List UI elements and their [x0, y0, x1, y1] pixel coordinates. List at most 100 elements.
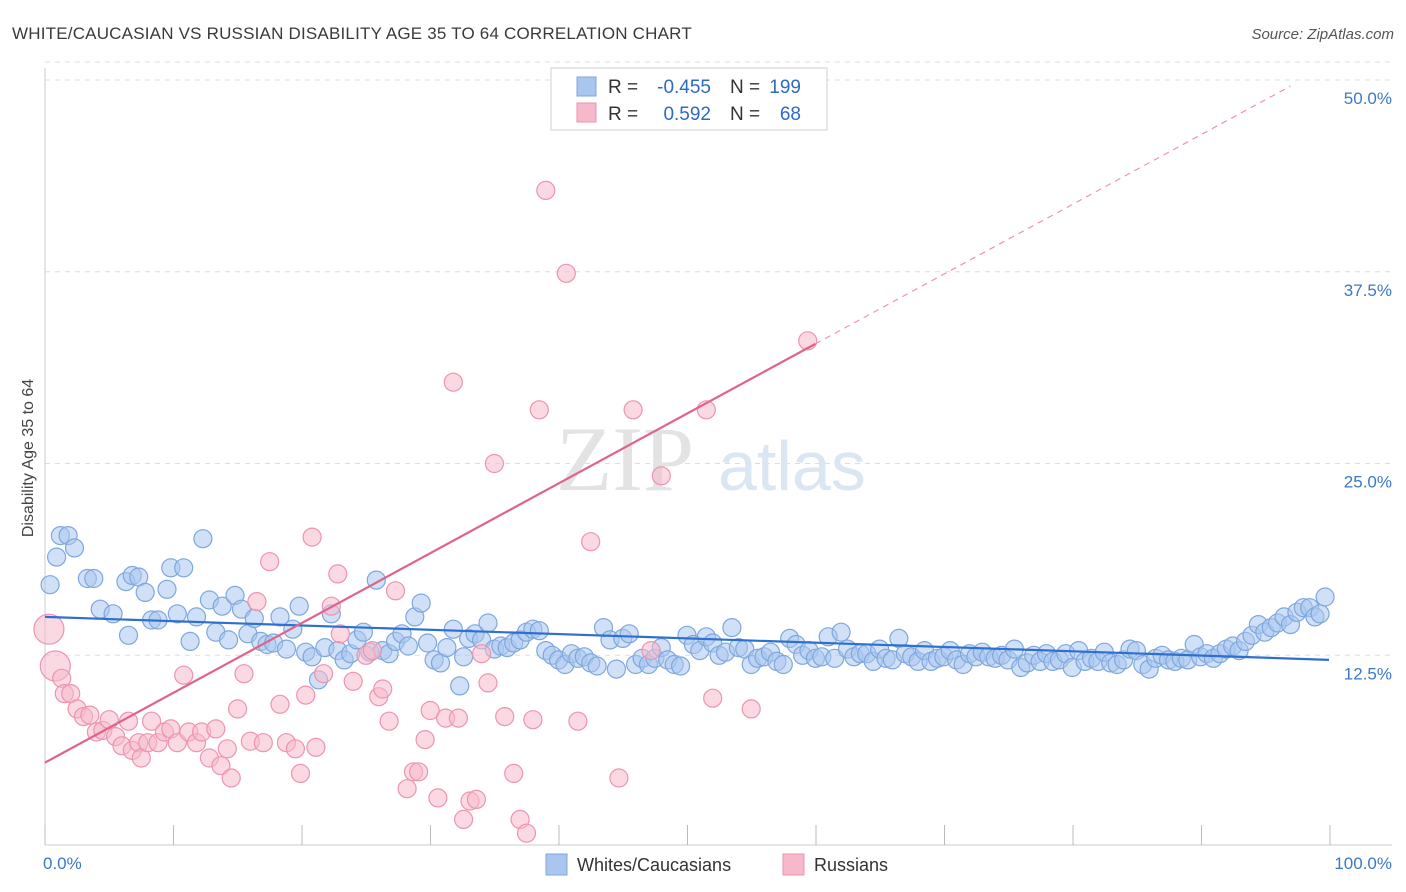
blue-point [353, 622, 373, 642]
blue-point [478, 613, 498, 633]
legend-swatch-pink [576, 102, 597, 123]
blue-point [773, 654, 793, 675]
legend-n-label-pink: N = [730, 104, 760, 125]
series-legend-label-pink: Russians [814, 855, 888, 875]
pink-point [270, 694, 290, 714]
pink-point [556, 263, 576, 283]
watermark-atlas: atlas [718, 427, 866, 505]
pink-point [741, 699, 761, 719]
blue-point [1310, 604, 1330, 624]
trend-lines [44, 85, 1330, 764]
series-legend: Whites/Caucasians Russians [545, 853, 888, 876]
x-tick-label-0: 0.0% [43, 854, 82, 873]
blue-point [135, 582, 155, 603]
pink-point [472, 644, 492, 664]
y-tick-label-0: 12.5% [1344, 664, 1392, 683]
pink-point [609, 768, 629, 788]
pink-point [516, 823, 537, 843]
pink-point [523, 710, 543, 730]
blue-point [289, 596, 309, 616]
blue-point [437, 637, 457, 658]
pink-point [443, 372, 463, 392]
pink-point [33, 613, 65, 645]
legend-n-label-blue: N = [730, 77, 760, 98]
pink-point [228, 699, 248, 719]
blue-point [529, 621, 549, 641]
chart-title: WHITE/CAUCASIAN VS RUSSIAN DISABILITY AG… [12, 24, 692, 43]
blue-point [450, 676, 470, 696]
pink-point [428, 788, 448, 808]
pink-point [314, 664, 334, 684]
blue-point [219, 630, 239, 650]
pink-point [448, 708, 468, 728]
pink-point [581, 532, 601, 552]
pink-point [285, 739, 305, 759]
pink-point [420, 700, 440, 721]
trend-line-russians [44, 342, 816, 764]
pink-point [206, 719, 226, 739]
blue-point [587, 656, 607, 676]
series-legend-swatch-pink [782, 853, 805, 876]
blue-point [418, 633, 438, 653]
series-whites-caucasians [40, 525, 1335, 696]
pink-point [221, 768, 241, 788]
pink-point [343, 671, 363, 691]
watermark: ZIP atlas [556, 408, 866, 510]
blue-point [40, 575, 60, 595]
blue-point [212, 596, 232, 616]
blue-point [180, 631, 200, 652]
blue-point [454, 647, 474, 667]
pink-point [568, 711, 588, 731]
pink-point [296, 685, 316, 705]
pink-point [247, 591, 267, 612]
pink-point [651, 466, 671, 486]
y-tick-label-3: 50.0% [1344, 89, 1392, 108]
pink-point [623, 400, 643, 420]
pink-point [536, 180, 556, 200]
pink-point [142, 711, 162, 731]
blue-point [283, 619, 303, 639]
pink-point [504, 763, 524, 784]
legend-r-value-pink: 0.592 [663, 104, 711, 125]
pink-point [373, 679, 393, 699]
chart-source: Source: ZipAtlas.com [1251, 26, 1394, 43]
legend-n-value-blue: 199 [769, 77, 801, 98]
blue-point [193, 529, 213, 549]
pink-point [290, 763, 311, 784]
pink-point [379, 711, 399, 731]
pink-point [217, 739, 237, 759]
pink-point [306, 737, 326, 757]
pink-point [484, 453, 504, 474]
blue-point [46, 547, 67, 567]
blue-point [270, 607, 290, 627]
pink-point [641, 640, 661, 661]
blue-point [276, 639, 296, 659]
x-tick-label-1: 100.0% [1334, 854, 1392, 873]
pink-point [260, 552, 280, 572]
pink-point [385, 581, 406, 601]
pink-point [397, 779, 417, 799]
pink-point [99, 710, 119, 730]
legend-r-label-blue: R = [608, 77, 638, 98]
legend-r-label-pink: R = [608, 104, 638, 125]
pink-point [211, 756, 231, 776]
blue-point [118, 625, 139, 645]
blue-point [411, 593, 431, 613]
pink-point [253, 733, 273, 753]
legend-box [550, 67, 828, 131]
watermark-zip: ZIP [556, 408, 694, 510]
series-russians [33, 180, 818, 843]
legend-n-value-pink: 68 [780, 104, 801, 125]
blue-point [398, 636, 418, 656]
trend-line-whites [44, 615, 1330, 661]
gridlines [45, 61, 1392, 656]
pink-point [234, 664, 254, 684]
blue-point [64, 538, 85, 558]
series-legend-swatch-blue [545, 853, 568, 876]
blue-point [722, 617, 742, 638]
blue-point [174, 558, 194, 578]
pink-point [478, 673, 498, 693]
pink-point [362, 640, 382, 661]
blue-point [606, 659, 627, 679]
